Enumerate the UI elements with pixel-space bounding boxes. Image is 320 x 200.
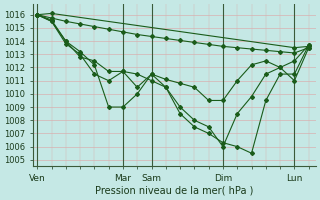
X-axis label: Pression niveau de la mer( hPa ): Pression niveau de la mer( hPa ) (95, 186, 253, 196)
